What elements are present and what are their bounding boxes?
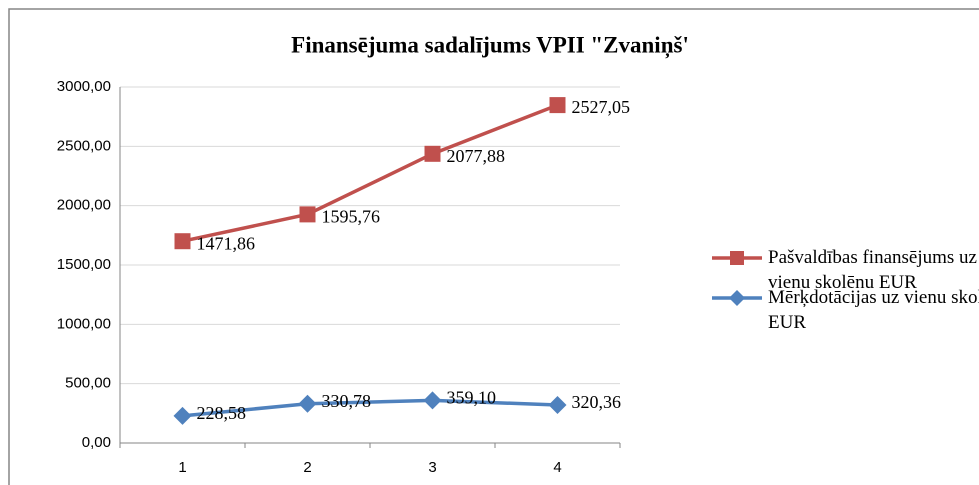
data-label: 359,10 — [447, 388, 497, 408]
y-tick-label: 500,00 — [65, 375, 111, 392]
legend-label: Pašvaldības finansējums uz vienu skolēnu… — [768, 247, 977, 293]
data-label: 1471,86 — [197, 233, 256, 253]
y-tick-label: 0,00 — [82, 434, 111, 451]
marker — [548, 395, 567, 414]
legend-marker — [730, 251, 744, 265]
y-tick-label: 3000,00 — [57, 78, 111, 95]
legend-label: Mērķdotācijas uz vienu skolēnu EUR — [768, 287, 979, 333]
series-line — [182, 103, 559, 243]
data-label: 1595,76 — [322, 207, 381, 227]
marker — [423, 391, 442, 410]
x-tick-label: 3 — [428, 459, 436, 476]
marker — [299, 206, 316, 223]
series-line — [182, 398, 558, 418]
y-tick-label: 2500,00 — [57, 137, 111, 154]
data-label: 2077,88 — [447, 146, 506, 166]
chart-title: Finansējuma sadalījums VPII "Zvaniņš' — [291, 32, 689, 59]
x-tick-label: 4 — [553, 459, 561, 476]
data-label: 320,36 — [572, 392, 622, 412]
data-label: 330,78 — [322, 391, 372, 411]
marker — [549, 97, 566, 114]
marker — [173, 406, 192, 425]
x-tick-label: 1 — [178, 459, 186, 476]
legend-marker — [729, 290, 745, 306]
marker — [424, 145, 441, 162]
marker — [174, 233, 191, 250]
y-tick-label: 1000,00 — [57, 315, 111, 332]
y-tick-label: 2000,00 — [57, 197, 111, 214]
marker — [298, 394, 317, 413]
data-label: 228,58 — [197, 403, 247, 423]
chart-border — [8, 8, 979, 485]
x-tick-label: 2 — [303, 459, 311, 476]
data-label: 2527,05 — [572, 97, 631, 117]
y-tick-label: 1500,00 — [57, 256, 111, 273]
